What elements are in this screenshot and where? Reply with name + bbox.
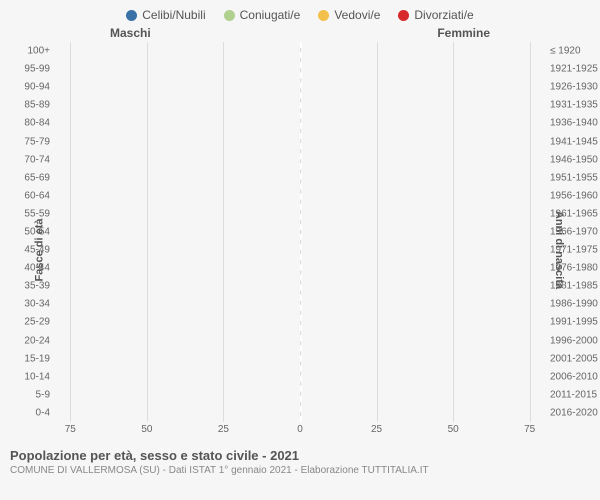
age-label: 55-59 [5, 208, 50, 219]
x-tick: 75 [524, 424, 535, 435]
birth-year-label: 1966-1970 [550, 226, 600, 237]
birth-year-label: 1921-1925 [550, 64, 600, 75]
age-label: 70-74 [5, 154, 50, 165]
birth-year-label: 2016-2020 [550, 407, 600, 418]
age-label: 20-24 [5, 335, 50, 346]
x-tick: 25 [218, 424, 229, 435]
x-tick: 50 [141, 424, 152, 435]
x-tick: 75 [65, 424, 76, 435]
age-label: 30-34 [5, 299, 50, 310]
legend-swatch [398, 10, 409, 21]
birth-year-label: 1936-1940 [550, 118, 600, 129]
birth-year-label: 1981-1985 [550, 281, 600, 292]
legend-label: Vedovi/e [334, 8, 380, 22]
age-label: 85-89 [5, 100, 50, 111]
birth-year-label: 1996-2000 [550, 335, 600, 346]
birth-year-label: 1926-1930 [550, 82, 600, 93]
birth-year-label: 2006-2010 [550, 371, 600, 382]
footer-subtitle: COMUNE DI VALLERMOSA (SU) - Dati ISTAT 1… [10, 465, 590, 476]
age-label: 15-19 [5, 353, 50, 364]
legend-label: Coniugati/e [240, 8, 301, 22]
birth-year-label: 1931-1935 [550, 100, 600, 111]
legend-label: Celibi/Nubili [142, 8, 205, 22]
female-label: Femmine [437, 26, 490, 40]
birth-year-label: 1941-1945 [550, 136, 600, 147]
age-label: 10-14 [5, 371, 50, 382]
male-label: Maschi [110, 26, 151, 40]
x-tick: 0 [297, 424, 303, 435]
birth-year-label: 1971-1975 [550, 245, 600, 256]
birth-year-label: 1961-1965 [550, 208, 600, 219]
birth-year-label: 1951-1955 [550, 172, 600, 183]
age-label: 5-9 [5, 389, 50, 400]
footer-title: Popolazione per età, sesso e stato civil… [10, 448, 590, 463]
birth-year-label: 2011-2015 [550, 389, 600, 400]
birth-year-label: 1946-1950 [550, 154, 600, 165]
age-label: 80-84 [5, 118, 50, 129]
age-label: 35-39 [5, 281, 50, 292]
legend-item: Celibi/Nubili [126, 8, 205, 22]
age-label: 50-54 [5, 226, 50, 237]
legend-label: Divorziati/e [414, 8, 473, 22]
x-tick: 50 [448, 424, 459, 435]
legend-swatch [224, 10, 235, 21]
x-axis: 75 50 25 0 25 50 75 [55, 422, 545, 442]
gender-labels: Maschi Femmine [0, 26, 600, 42]
legend-swatch [318, 10, 329, 21]
age-label: 100+ [5, 46, 50, 57]
age-label: 45-49 [5, 245, 50, 256]
legend-item: Divorziati/e [398, 8, 473, 22]
birth-year-label: 1956-1960 [550, 190, 600, 201]
age-label: 75-79 [5, 136, 50, 147]
plot-area: 100+≤ 192095-991921-192590-941926-193085… [55, 42, 545, 422]
legend-swatch [126, 10, 137, 21]
center-line [300, 42, 302, 422]
chart-footer: Popolazione per età, sesso e stato civil… [0, 442, 600, 476]
legend-item: Coniugati/e [224, 8, 301, 22]
age-label: 90-94 [5, 82, 50, 93]
age-label: 65-69 [5, 172, 50, 183]
birth-year-label: 1991-1995 [550, 317, 600, 328]
legend-item: Vedovi/e [318, 8, 380, 22]
x-tick: 25 [371, 424, 382, 435]
age-label: 95-99 [5, 64, 50, 75]
age-label: 0-4 [5, 407, 50, 418]
population-pyramid-chart: Celibi/Nubili Coniugati/e Vedovi/e Divorzia… [0, 0, 600, 500]
age-label: 60-64 [5, 190, 50, 201]
birth-year-label: ≤ 1920 [550, 46, 600, 57]
birth-year-label: 2001-2005 [550, 353, 600, 364]
age-label: 40-44 [5, 263, 50, 274]
legend: Celibi/Nubili Coniugati/e Vedovi/e Divorzia… [0, 0, 600, 26]
age-label: 25-29 [5, 317, 50, 328]
birth-year-label: 1986-1990 [550, 299, 600, 310]
birth-year-label: 1976-1980 [550, 263, 600, 274]
